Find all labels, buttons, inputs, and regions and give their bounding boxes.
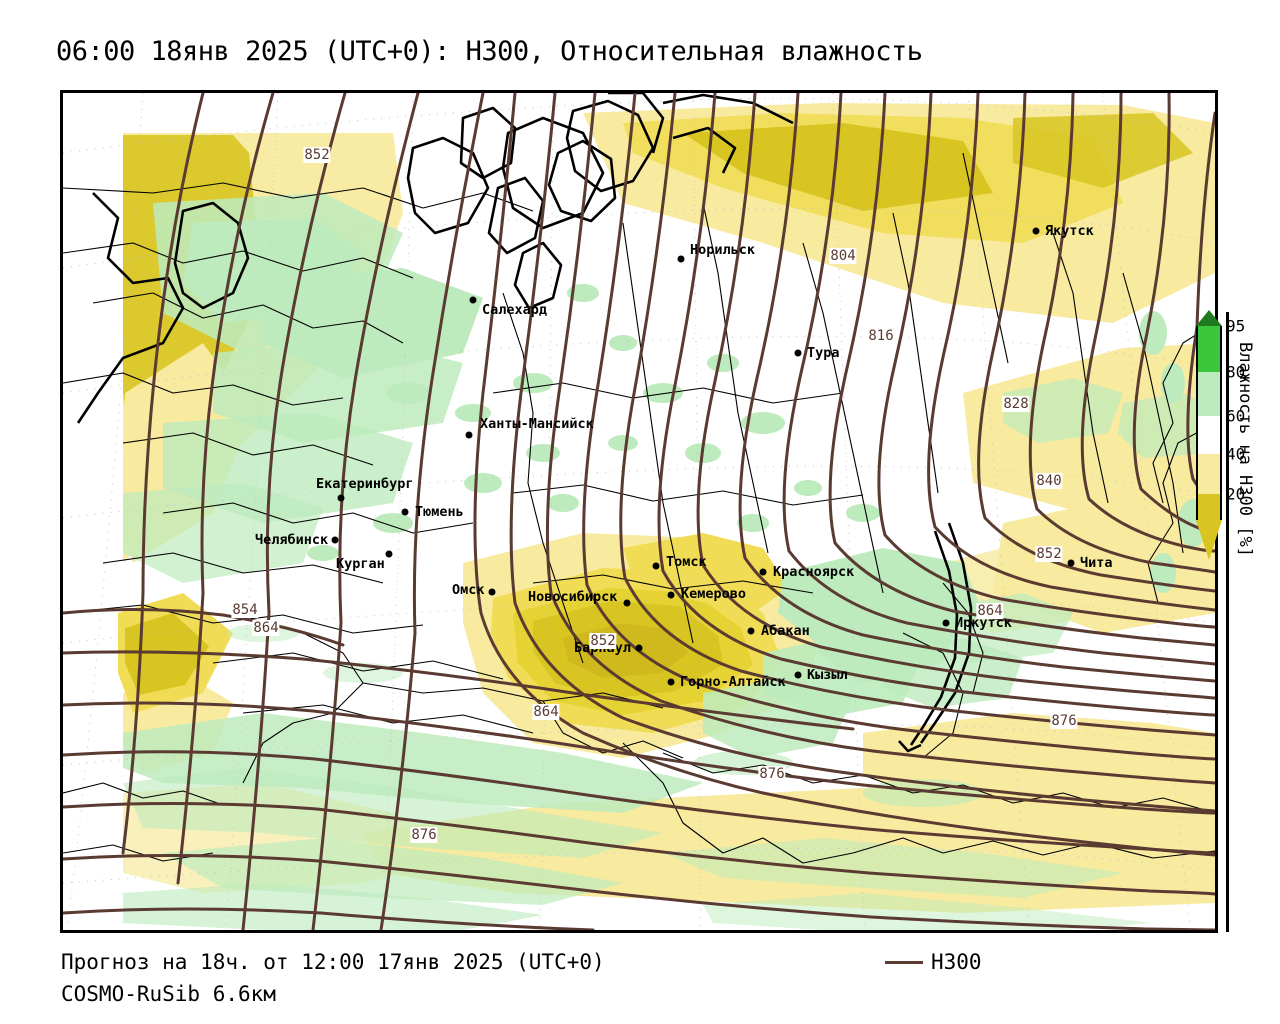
contour-value-label: 854 <box>231 602 259 618</box>
admin-borders-layer <box>63 152 1215 864</box>
contour-value-label: 816 <box>867 328 895 344</box>
contour-value-label: 876 <box>1050 713 1078 729</box>
contour-value-label: 876 <box>758 766 786 782</box>
page-title: 06:00 18янв 2025 (UTC+0): H300, Относите… <box>56 36 923 67</box>
colorbar-axis-title: Влажность на H300 [%] <box>1235 342 1255 557</box>
city-marker <box>652 562 660 570</box>
contour-value-label: 840 <box>1035 473 1063 489</box>
city-marker <box>469 296 477 304</box>
h300-line-swatch <box>885 960 923 964</box>
map-graphic <box>63 93 1215 930</box>
city-marker <box>385 550 393 558</box>
contour-value-label: 852 <box>303 147 331 163</box>
colorbar-axis-line <box>1226 312 1229 932</box>
city-marker <box>1067 559 1075 567</box>
h300-legend: H300 <box>885 950 982 974</box>
colorbar-tick-80: 80 <box>1226 362 1246 382</box>
city-marker <box>401 508 409 516</box>
model-name-line: COSMO-RuSib 6.6км <box>61 982 276 1006</box>
map-canvas[interactable]: Якутск Норильск Салехард Тура Ханты-Мансийск… <box>60 90 1218 933</box>
city-marker <box>794 671 802 679</box>
city-marker <box>942 619 950 627</box>
city-marker <box>1032 227 1040 235</box>
contour-value-label: 876 <box>410 827 438 843</box>
h300-legend-label: H300 <box>931 950 982 974</box>
colorbar-segment-40-60 <box>1196 416 1222 454</box>
city-marker <box>465 431 473 439</box>
colorbar-over-arrow <box>1196 310 1222 326</box>
colorbar-tick-40: 40 <box>1226 444 1246 464</box>
colorbar-tick-20: 20 <box>1226 484 1246 504</box>
contour-value-label: 804 <box>829 248 857 264</box>
colorbar-segment-80-95 <box>1196 326 1222 372</box>
city-marker <box>623 599 631 607</box>
city-marker <box>747 627 755 635</box>
forecast-info-line: Прогноз на 18ч. от 12:00 17янв 2025 (UTC… <box>61 950 605 974</box>
colorbar-segment-20-40 <box>1196 454 1222 494</box>
city-marker <box>667 678 675 686</box>
city-marker <box>337 494 345 502</box>
colorbar[interactable]: 95 80 60 40 20 <box>1196 310 1245 560</box>
contour-value-label: 864 <box>976 603 1004 619</box>
colorbar-under-arrow <box>1196 520 1222 560</box>
contour-value-label: 852 <box>589 633 617 649</box>
city-marker <box>794 349 802 357</box>
colorbar-segment-under-20 <box>1196 494 1222 520</box>
city-marker <box>635 644 643 652</box>
city-marker <box>667 591 675 599</box>
contour-value-label: 828 <box>1002 396 1030 412</box>
city-marker <box>677 255 685 263</box>
city-marker <box>488 588 496 596</box>
city-marker <box>331 536 339 544</box>
contour-value-label: 864 <box>252 620 280 636</box>
contour-value-label: 864 <box>532 704 560 720</box>
colorbar-tick-95: 95 <box>1226 316 1246 336</box>
h300-contour-layer <box>63 93 1215 930</box>
city-marker <box>759 568 767 576</box>
contour-value-label: 852 <box>1035 546 1063 562</box>
colorbar-segment-60-80 <box>1196 372 1222 416</box>
colorbar-tick-60: 60 <box>1226 406 1246 426</box>
